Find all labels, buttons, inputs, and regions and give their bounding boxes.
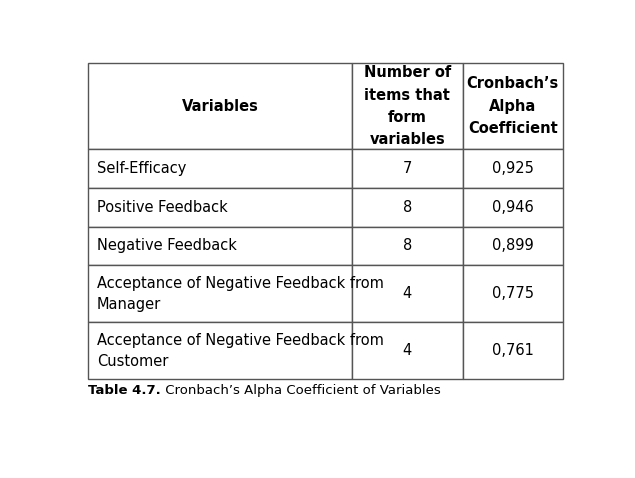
Bar [352, 63, 463, 150]
Text: 8: 8 [403, 239, 412, 253]
Text: 0,761: 0,761 [492, 343, 534, 358]
Text: Acceptance of Negative Feedback from
Manager: Acceptance of Negative Feedback from Man… [97, 276, 384, 312]
Bar [352, 150, 463, 188]
Text: Self-Efficacy: Self-Efficacy [97, 161, 187, 176]
Text: Variables: Variables [182, 98, 258, 114]
Bar [463, 150, 563, 188]
Text: Acceptance of Negative Feedback from
Customer: Acceptance of Negative Feedback from Cus… [97, 333, 384, 369]
Bar [463, 63, 563, 150]
Text: Negative Feedback: Negative Feedback [97, 239, 237, 253]
Bar [88, 227, 352, 265]
Text: 4: 4 [403, 343, 412, 358]
Text: 0,775: 0,775 [492, 286, 534, 301]
Text: 0,899: 0,899 [492, 239, 533, 253]
Bar [88, 150, 352, 188]
Bar [88, 322, 352, 380]
Text: 4: 4 [403, 286, 412, 301]
Text: Number of
items that
form
variables: Number of items that form variables [364, 65, 451, 147]
Bar [463, 265, 563, 322]
Text: Table 4.7.: Table 4.7. [88, 384, 161, 397]
Bar [88, 265, 352, 322]
Text: 8: 8 [403, 200, 412, 215]
Bar [88, 188, 352, 227]
Bar [352, 227, 463, 265]
Text: 7: 7 [403, 161, 412, 176]
Bar [463, 227, 563, 265]
Bar [352, 188, 463, 227]
Text: 0,925: 0,925 [492, 161, 534, 176]
Text: Positive Feedback: Positive Feedback [97, 200, 228, 215]
Bar [352, 265, 463, 322]
Bar [463, 188, 563, 227]
Bar [88, 63, 352, 150]
Text: 0,946: 0,946 [492, 200, 533, 215]
Text: Cronbach’s
Alpha
Coefficient: Cronbach’s Alpha Coefficient [467, 76, 559, 136]
Bar [352, 322, 463, 380]
Text: Cronbach’s Alpha Coefficient of Variables: Cronbach’s Alpha Coefficient of Variable… [161, 384, 441, 397]
Bar [463, 322, 563, 380]
